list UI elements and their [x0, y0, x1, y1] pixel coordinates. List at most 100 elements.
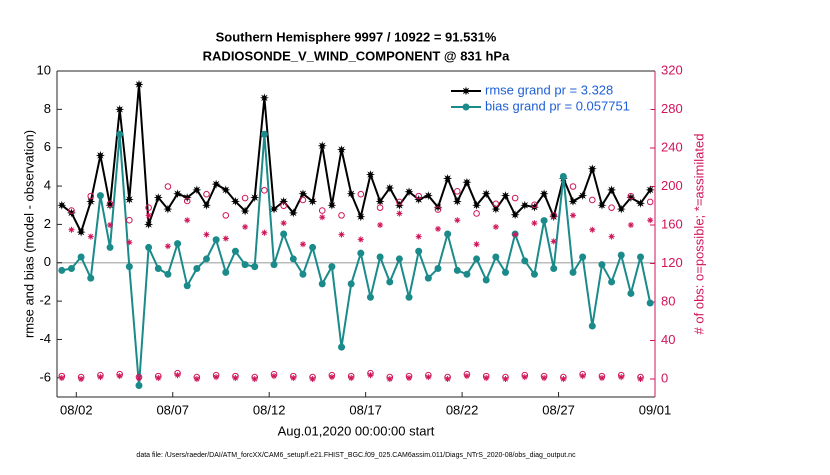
possible-marker: [106, 200, 114, 208]
bias-marker: [125, 263, 133, 271]
bias-marker: [444, 230, 452, 238]
assimilated-marker: [271, 373, 277, 380]
bias-marker: [608, 278, 616, 286]
assimilated-marker: [328, 374, 335, 381]
assimilated-marker: [512, 231, 519, 238]
assimilated-marker: [251, 376, 258, 382]
possible-marker: [222, 212, 230, 219]
bias-marker: [193, 265, 201, 273]
rmse-marker: [317, 141, 327, 151]
possible-marker: [569, 183, 577, 190]
assimilated-marker: [444, 376, 451, 382]
bias-marker: [106, 243, 114, 251]
y2-axis-label: # of obs: o=possible; *=assimilated: [691, 134, 706, 335]
assimilated-marker: [164, 243, 171, 250]
rmse-marker: [192, 185, 202, 195]
assimilated-marker: [367, 372, 374, 379]
rmse-marker: [95, 150, 105, 160]
bias-marker: [280, 230, 288, 238]
bias-marker: [637, 253, 645, 261]
assimilated-marker: [357, 236, 364, 243]
x-tick-label: 08/12: [253, 402, 286, 417]
bias-marker: [550, 265, 558, 273]
bias-marker: [530, 270, 538, 278]
assimilated-marker: [174, 372, 181, 379]
assimilated-marker: [570, 212, 576, 219]
bias-marker: [357, 249, 365, 257]
bias-marker: [77, 253, 85, 261]
y-tick-label: 6: [44, 139, 51, 154]
possible-marker: [646, 198, 654, 206]
possible-marker: [434, 206, 442, 213]
rmse-marker: [539, 189, 549, 199]
rmse-marker: [211, 179, 221, 189]
assimilated-marker: [213, 374, 220, 381]
possible-marker: [415, 192, 422, 200]
x-tick-label: 09/01: [639, 402, 672, 417]
rmse-marker: [375, 196, 385, 206]
assimilated-marker: [232, 375, 239, 381]
assimilated-marker: [242, 223, 249, 230]
y-axis-label: rmse and bias (model - observation): [21, 130, 36, 338]
y-tick-label: -2: [39, 293, 51, 308]
assimilated-marker: [348, 375, 355, 381]
assimilated-marker: [396, 210, 403, 217]
y2-tick-label: 80: [661, 293, 675, 308]
rmse-marker: [144, 219, 154, 229]
bias-marker: [145, 243, 153, 251]
rmse-marker: [636, 198, 645, 208]
assimilated-marker: [463, 373, 470, 380]
rmse-marker: [616, 204, 626, 214]
assimilated-marker: [87, 233, 94, 240]
assimilated-marker: [193, 376, 200, 382]
assimilated-marker: [68, 226, 75, 233]
y-tick-label: -4: [39, 331, 51, 346]
possible-marker: [627, 192, 635, 200]
possible-marker: [241, 194, 249, 202]
rmse-marker: [443, 173, 453, 183]
rmse-marker: [568, 196, 578, 206]
assimilated-marker: [521, 374, 528, 381]
possible-marker: [376, 204, 384, 211]
rmse-marker: [578, 191, 588, 201]
assimilated-marker: [483, 375, 490, 381]
bias-marker: [521, 257, 529, 265]
assimilated-marker: [618, 374, 625, 381]
rmse-marker: [86, 196, 96, 206]
rmse-marker: [472, 200, 482, 210]
bias-marker: [154, 265, 162, 273]
assimilated-marker: [608, 233, 615, 240]
bias-marker: [473, 255, 481, 263]
bias-marker: [579, 253, 587, 261]
possible-marker: [357, 190, 365, 198]
y-tick-label: -6: [39, 369, 51, 384]
assimilated-marker: [550, 238, 557, 245]
rmse-marker: [230, 196, 240, 206]
chart-subtitle: RADIOSONDE_V_WIND_COMPONENT @ 831 hPa: [203, 48, 510, 63]
possible-marker: [589, 196, 596, 204]
rmse-marker: [607, 185, 617, 195]
possible-marker: [261, 187, 268, 194]
rmse-marker: [308, 196, 318, 206]
bias-marker: [492, 253, 500, 261]
rmse-marker: [423, 191, 433, 201]
rmse-marker: [298, 189, 308, 199]
assimilated-marker: [261, 229, 268, 236]
rmse-marker: [452, 196, 462, 206]
assimilated-marker: [377, 222, 384, 228]
possible-marker: [164, 183, 172, 190]
y-tick-label: 0: [44, 254, 51, 269]
x-tick-label: 08/27: [542, 402, 575, 417]
y2-tick-label: 120: [661, 255, 683, 270]
assimilated-marker: [386, 376, 393, 382]
possible-marker: [531, 201, 538, 209]
assimilated-marker: [425, 374, 432, 381]
rmse-marker: [481, 189, 491, 199]
possible-marker: [68, 207, 75, 214]
bias-marker: [116, 130, 124, 138]
x-tick-label: 08/07: [156, 402, 189, 417]
rmse-marker: [163, 204, 173, 214]
bias-marker: [376, 253, 384, 261]
bias-marker: [598, 261, 606, 269]
